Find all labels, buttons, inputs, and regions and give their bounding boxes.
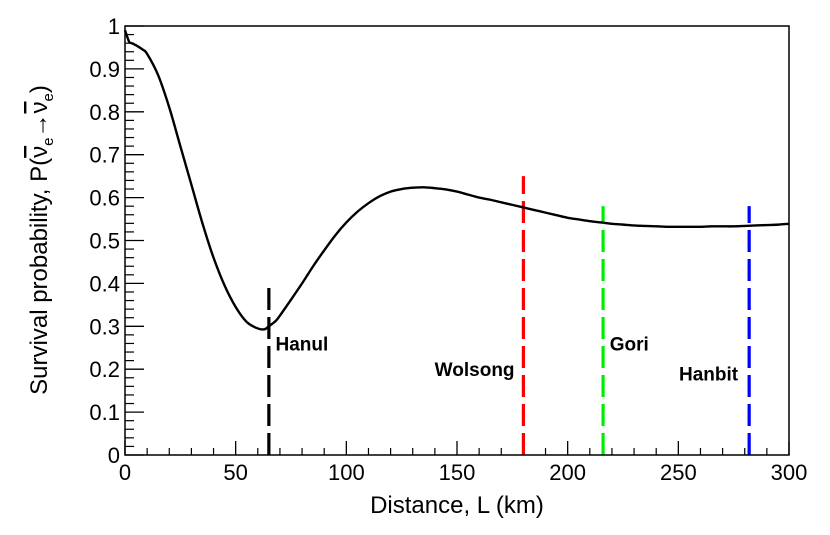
y-tick-label: 0.2 [89, 357, 120, 382]
y-axis-title-prefix: Survival probability, P( [26, 158, 53, 395]
y-tick-label: 0.7 [89, 143, 120, 168]
y-tick-label: 1 [108, 14, 120, 39]
y-axis-title-nu-2: ν [26, 102, 53, 114]
x-tick-label: 300 [771, 460, 808, 485]
reactor-labels: Hanul Wolsong Gori Hanbit [276, 334, 739, 385]
reactor-label-hanul: Hanul [276, 334, 329, 355]
plot-frame [124, 25, 790, 456]
y-axis-title-sub-2: e [40, 93, 57, 101]
x-tick-label: 200 [549, 460, 586, 485]
x-tick-label: 150 [439, 460, 476, 485]
reactor-label-gori: Gori [610, 334, 649, 355]
y-tick-label: 0.5 [89, 229, 120, 254]
x-tick-label: 100 [328, 460, 365, 485]
x-tick-label: 50 [223, 460, 247, 485]
y-tick-label: 0.8 [89, 100, 120, 125]
x-tick-label: 0 [119, 460, 131, 485]
axis-ticks [124, 25, 790, 456]
survival-curve [123, 29, 790, 331]
y-tick-label: 0.1 [89, 400, 120, 425]
y-axis-title-arrow: → [26, 114, 53, 138]
reactor-label-hanbit: Hanbit [679, 364, 739, 385]
tick-labels: 0 50 100 150 200 250 300 0 0.1 0.2 0.3 0.4 0.5 0.6 0.7… [89, 14, 807, 485]
reactor-lines [267, 176, 751, 455]
y-tick-label: 0.4 [89, 271, 120, 296]
y-tick-label: 0.9 [89, 57, 120, 82]
y-axis-title-nu-1: ν [26, 146, 53, 158]
y-axis-title-suffix: ) [26, 85, 53, 93]
y-tick-label: 0.6 [89, 186, 120, 211]
x-axis-title: Distance, L (km) [370, 492, 544, 519]
y-axis-title: Survival probability, P(νe→νe) [26, 85, 57, 395]
reactor-label-wolsong: Wolsong [435, 360, 515, 381]
curve-layer [123, 29, 790, 331]
y-axis-title-sub-1: e [40, 138, 57, 146]
x-tick-label: 250 [660, 460, 697, 485]
y-tick-label: 0.3 [89, 314, 120, 339]
y-tick-label: 0 [108, 443, 120, 468]
